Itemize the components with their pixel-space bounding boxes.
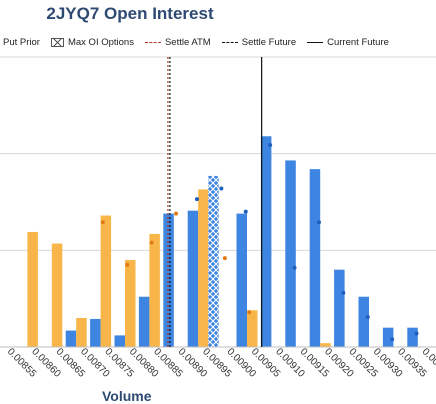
prior-dot-call: [243, 209, 248, 214]
prior-dot-put: [174, 211, 179, 216]
bar-put: [125, 260, 136, 347]
legend-label: Current Future: [327, 36, 389, 48]
legend-item-settle-atm: Settle ATM: [144, 36, 211, 48]
bar-call: [163, 213, 174, 347]
bar-put: [27, 231, 38, 347]
legend-dashed-black-line-icon: [221, 41, 238, 43]
bar-put: [320, 343, 331, 347]
bar-put: [51, 243, 63, 347]
bar-put: [247, 310, 258, 347]
legend-dashed-red-line-icon: [144, 41, 161, 43]
prior-dot-call: [414, 331, 419, 336]
bar-put: [100, 215, 112, 347]
bar-put: [198, 189, 209, 347]
bar-put: [149, 233, 160, 347]
bar-call: [358, 296, 369, 347]
bar-call: [65, 330, 77, 347]
bar-call: [285, 160, 296, 347]
legend-label: Put Prior: [3, 36, 40, 48]
prior-dot-call: [341, 290, 346, 295]
legend-item-max-oi-options: Max OI Options: [50, 36, 134, 48]
bar-call: [260, 136, 272, 347]
prior-dot-call: [268, 142, 273, 147]
bar-call: [407, 327, 418, 347]
prior-dot-put: [125, 262, 130, 267]
bar-call: [382, 327, 394, 347]
bar-call: [236, 213, 247, 347]
x-axis-title: Volume: [102, 388, 152, 404]
bar-put: [76, 318, 87, 347]
bar-call: [334, 269, 345, 347]
legend: Put Prior Max OI Options Settle ATM Sett…: [0, 35, 400, 49]
legend-label: Settle Future: [241, 36, 297, 48]
prior-dot-call: [316, 220, 321, 225]
chart-title: 2JYQ7 Open Interest: [46, 4, 214, 23]
prior-dot-call: [219, 186, 224, 191]
prior-dot-call: [390, 337, 395, 342]
bar-call: [114, 335, 125, 347]
legend-solid-black-line-icon: [307, 41, 324, 43]
bar-max-oi-option: [208, 175, 219, 347]
prior-dot-put: [100, 220, 105, 225]
bar-call: [187, 210, 199, 347]
prior-dot-call: [194, 197, 199, 202]
bar-call: [90, 318, 101, 347]
prior-dot-put: [247, 310, 252, 315]
legend-item-current-future: Current Future: [307, 37, 389, 48]
prior-dot-put: [149, 240, 154, 245]
prior-dot-call: [292, 265, 297, 270]
bar-call: [138, 296, 150, 347]
prior-dot-call: [365, 315, 370, 320]
legend-label: Settle ATM: [164, 36, 211, 48]
legend-item-settle-future: Settle Future: [221, 36, 297, 48]
legend-hatch-icon: [50, 37, 64, 47]
legend-label: Max OI Options: [67, 36, 134, 48]
bar-call: [309, 169, 321, 347]
legend-item-put-prior: Put Prior: [0, 37, 40, 48]
prior-dot-put: [222, 256, 227, 261]
